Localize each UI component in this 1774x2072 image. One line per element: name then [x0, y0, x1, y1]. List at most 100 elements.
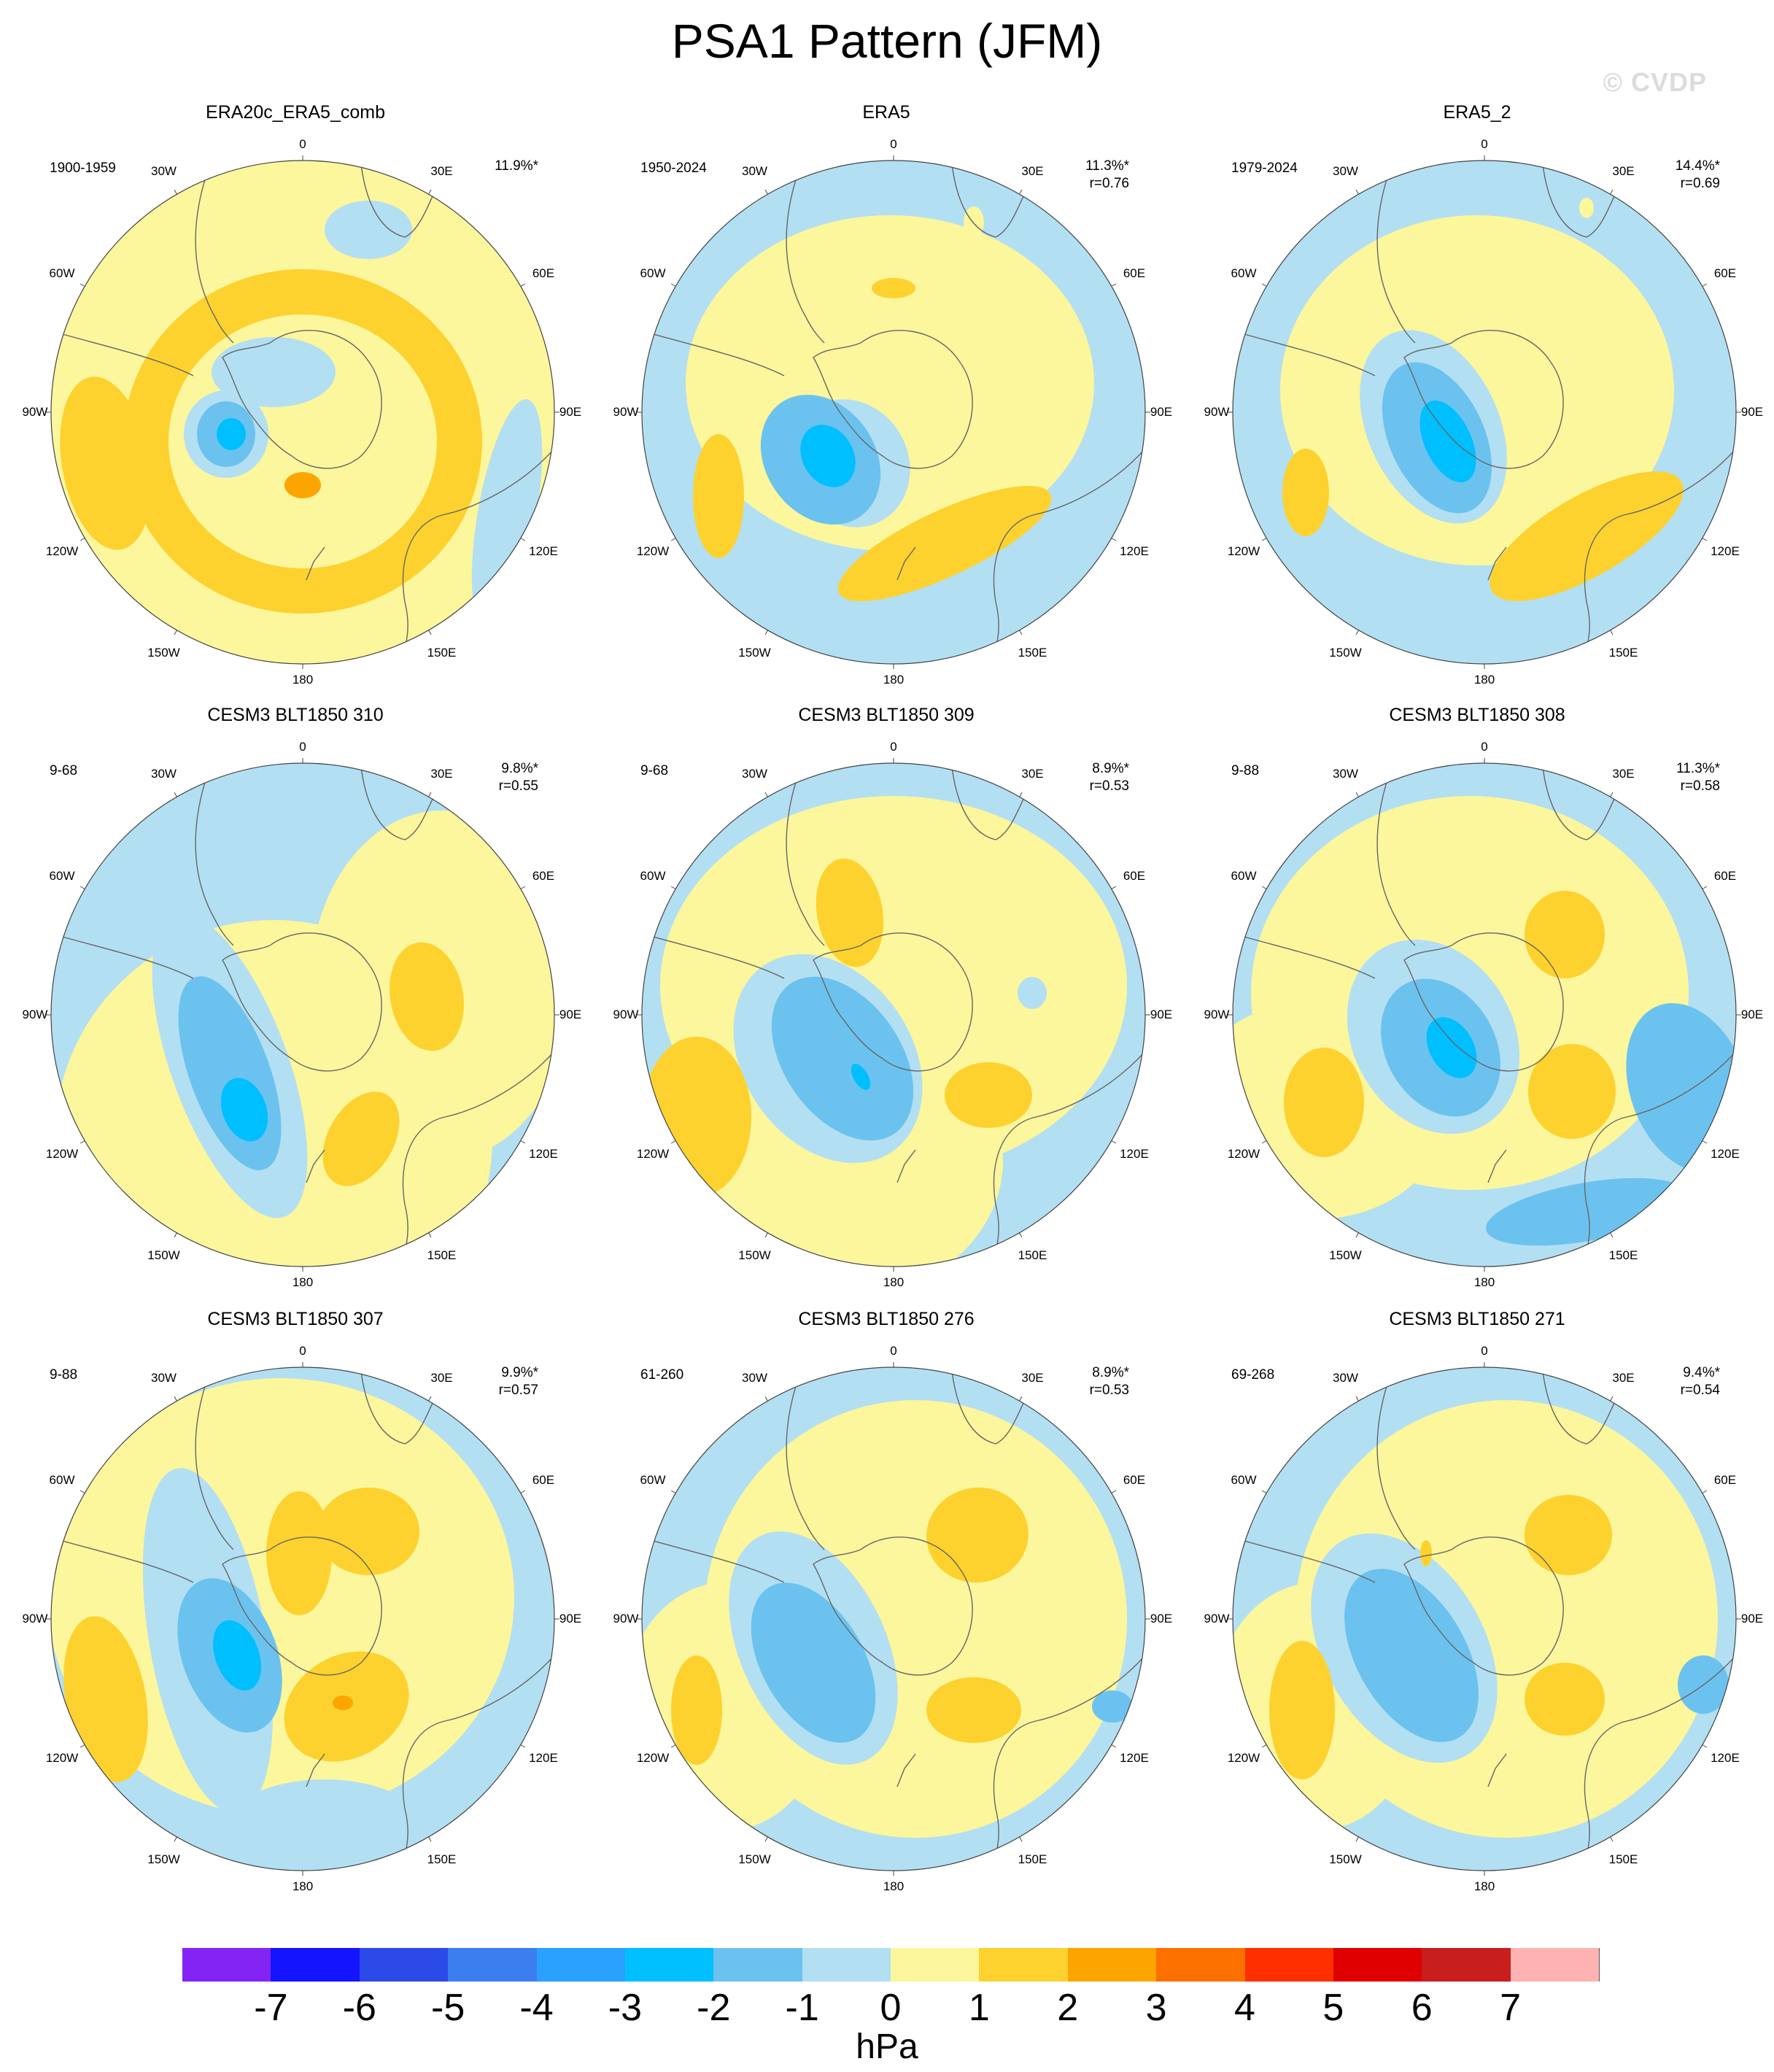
longitude-tick	[1261, 886, 1267, 889]
colorbar-swatch	[979, 1948, 1069, 1982]
colorbar-tick-label: -1	[785, 1987, 819, 2029]
pattern-correlation: r=0.69	[1680, 176, 1720, 191]
antarctica-coastline	[1403, 330, 1564, 469]
longitude-label: 30W	[1333, 1371, 1358, 1385]
map-panel: CESM3 BLT1850 307 9-88 9.9%* r=0.57 0 30E 60E 9…	[0, 1309, 591, 1944]
australia-coastline	[988, 448, 1145, 664]
longitude-tick	[428, 630, 432, 635]
longitude-label: 60W	[1231, 1472, 1257, 1487]
pattern-anomaly-contour	[60, 376, 152, 550]
longitude-label: 0	[890, 1344, 897, 1358]
longitude-tick	[1019, 792, 1023, 797]
longitude-label: 150E	[1608, 645, 1638, 660]
variance-percent: 8.9%*	[1092, 1365, 1129, 1380]
panel-title: CESM3 BLT1850 276	[798, 1309, 975, 1329]
longitude-tick	[80, 538, 85, 541]
pattern-ring	[123, 269, 482, 614]
pattern-anomaly-contour	[671, 1655, 722, 1765]
panel-stats: 11.3%* r=0.76	[1085, 158, 1129, 193]
pattern-anomaly-contour	[1092, 1690, 1133, 1723]
longitude-label: 120W	[1227, 544, 1260, 558]
colorbar-swatch	[624, 1948, 715, 1982]
colorbar-tick-label: 1	[968, 1987, 990, 2029]
pattern-anomaly-contour	[926, 1677, 1021, 1743]
longitude-tick	[1702, 283, 1708, 287]
colorbar-swatch	[1422, 1948, 1511, 1982]
colorbar-tick-label: -5	[431, 1987, 465, 2029]
pattern-anomaly-contour	[212, 337, 336, 407]
longitude-tick	[520, 538, 526, 541]
pattern-anomaly-contour	[751, 1582, 876, 1743]
longitude-tick	[428, 1836, 432, 1842]
pattern-anomaly-contour	[816, 858, 884, 967]
africa-coastline	[951, 163, 1026, 238]
longitude-label: 150W	[147, 1852, 180, 1866]
longitude-label: 60W	[640, 266, 666, 280]
longitude-label: 150W	[147, 1248, 180, 1262]
map-panel: CESM3 BLT1850 310 9-68 9.8%* r=0.55 0 30E 60E 9…	[0, 705, 591, 1340]
panel-stats: 11.9%*	[495, 158, 538, 175]
colorbar-tick-label: -3	[608, 1987, 642, 2029]
longitude-label: 90E	[1740, 405, 1764, 419]
longitude-label: 0	[1481, 1344, 1488, 1358]
longitude-label: 90W	[22, 1612, 48, 1625]
new-zealand-coastline	[896, 1753, 916, 1787]
longitude-label: 0	[890, 137, 897, 151]
longitude-label: 120E	[1120, 544, 1149, 558]
longitude-label: 150E	[1018, 1248, 1047, 1262]
pattern-correlation: r=0.57	[498, 1383, 538, 1398]
panel-stats: 9.8%* r=0.55	[499, 760, 538, 795]
colorbar-swatch	[182, 1948, 272, 1982]
longitude-label: 180	[292, 1879, 314, 1893]
longitude-label: 90W	[22, 1008, 48, 1021]
colorbar-swatch	[1244, 1948, 1334, 1982]
longitude-tick	[520, 886, 526, 889]
africa-coastline	[1542, 163, 1616, 238]
longitude-tick	[520, 1490, 526, 1493]
panel-years: 1950-2024	[640, 161, 707, 176]
panel-stats: 9.4%* r=0.54	[1681, 1364, 1720, 1399]
pattern-anomaly-contour	[945, 1062, 1032, 1128]
longitude-label: 150W	[1329, 1852, 1362, 1866]
new-zealand-coastline	[306, 1149, 325, 1183]
longitude-tick	[670, 283, 676, 287]
longitude-tick	[428, 1396, 432, 1402]
panel-title: CESM3 BLT1850 307	[207, 1309, 384, 1329]
colorbar-tick-label: -7	[254, 1987, 288, 2029]
panel-stats: 11.3%* r=0.58	[1676, 760, 1720, 795]
south-america-west-coastline	[645, 331, 785, 376]
longitude-label: 30W	[151, 164, 177, 179]
longitude-label: 90W	[1204, 1612, 1230, 1625]
variance-percent: 11.3%*	[1676, 761, 1720, 776]
pattern-anomaly-contour	[1282, 449, 1329, 536]
longitude-tick	[670, 538, 676, 541]
longitude-tick	[1610, 1396, 1614, 1402]
map-panel: ERA20c_ERA5_comb 1900-1959 11.9%* 0 30E 60E 90…	[0, 102, 591, 737]
longitude-label: 120W	[636, 544, 670, 558]
variance-percent: 9.8%*	[501, 761, 538, 776]
longitude-label: 90E	[559, 1008, 582, 1021]
pattern-anomaly-contour	[1269, 1641, 1335, 1779]
south-america-west-coastline	[1236, 331, 1376, 376]
longitude-tick	[174, 792, 177, 797]
longitude-tick	[520, 283, 526, 287]
panel-stats: 8.9%* r=0.53	[1090, 1364, 1129, 1399]
longitude-label: 90W	[1204, 1008, 1230, 1021]
longitude-label: 90W	[22, 405, 48, 419]
longitude-label: 90E	[1740, 1008, 1764, 1021]
longitude-label: 90E	[1740, 1612, 1764, 1625]
pattern-anomaly-contour	[1018, 977, 1047, 1009]
south-america-coastline	[786, 1367, 825, 1550]
longitude-tick	[764, 792, 768, 797]
south-america-coastline	[195, 161, 234, 344]
longitude-label: 150E	[427, 1248, 457, 1262]
longitude-tick	[174, 1232, 177, 1238]
longitude-label: 120E	[1711, 1146, 1740, 1161]
antarctica-coastline	[1403, 932, 1564, 1072]
south-america-west-coastline	[645, 1538, 785, 1583]
south-america-coastline	[195, 1367, 234, 1550]
longitude-tick	[1261, 538, 1267, 541]
longitude-label: 120E	[1711, 1750, 1740, 1765]
longitude-label: 180	[292, 673, 314, 687]
panel-years: 9-88	[1231, 763, 1260, 778]
